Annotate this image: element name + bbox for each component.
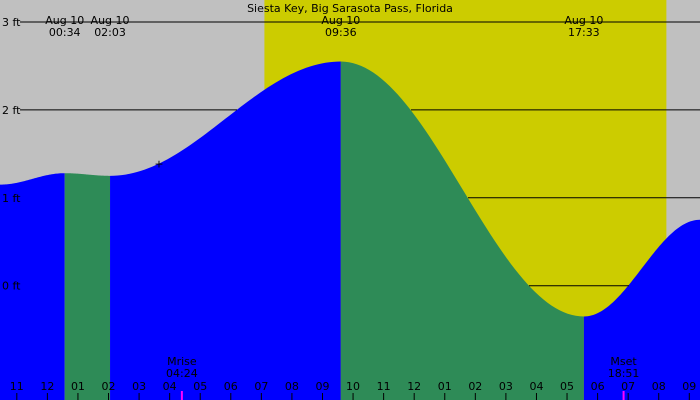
falling-tide-area [64,173,111,400]
moon-event-time: 18:51 [608,367,640,380]
x-tick-label: 02 [468,380,482,393]
x-tick-label: 09 [682,380,696,393]
moon-event-label: Mrise [167,355,197,368]
x-tick-label: 08 [285,380,299,393]
x-tick-label: 05 [560,380,574,393]
x-axis-ticks: 11 12 01 02 03 04 05 06 07 08 09 10 11 12 01 02 03 04 05 06… [10,380,696,400]
tide-date-label: Aug 10 [91,14,130,27]
y-tick-label: 0 ft [2,280,21,293]
x-tick-label: 04 [529,380,543,393]
x-tick-label: 04 [163,380,177,393]
rising-tide-area [0,173,65,400]
y-gridlines [20,21,700,287]
falling-tide-area [340,61,584,400]
tide-areas [0,61,700,400]
tide-time-label: 17:33 [568,26,600,39]
x-tick-label: 03 [499,380,513,393]
moon-event-time: 04:24 [166,367,198,380]
x-tick-label: 06 [591,380,605,393]
tide-time-label: 09:36 [325,26,357,39]
x-tick-label: 08 [652,380,666,393]
y-axis-labels: 3 ft 2 ft 1 ft 0 ft [2,16,21,293]
x-tick-label: 12 [407,380,421,393]
x-tick-label: 05 [193,380,207,393]
rising-tide-area [583,219,700,400]
y-tick-label: 2 ft [2,104,21,117]
x-tick-label: 07 [621,380,635,393]
moon-event-label: Mset [610,355,637,368]
tide-time-label: 00:34 [49,26,81,39]
tide-date-label: Aug 10 [321,14,360,27]
x-tick-label: 03 [132,380,146,393]
rising-tide-area [110,61,341,400]
x-tick-label: 02 [102,380,116,393]
x-tick-label: 01 [71,380,85,393]
y-tick-label: 1 ft [2,192,21,205]
y-tick-label: 3 ft [2,16,21,29]
tide-date-label: Aug 10 [564,14,603,27]
tide-date-label: Aug 10 [45,14,84,27]
tide-time-label: 02:03 [94,26,126,39]
x-tick-label: 07 [254,380,268,393]
curve-marker: + [154,158,163,171]
x-tick-label: 10 [346,380,360,393]
x-tick-label: 12 [40,380,54,393]
x-tick-label: 01 [438,380,452,393]
x-tick-label: 11 [10,380,24,393]
chart-title: Siesta Key, Big Sarasota Pass, Florida [247,2,453,15]
x-tick-label: 09 [315,380,329,393]
x-tick-label: 06 [224,380,238,393]
x-tick-label: 11 [377,380,391,393]
